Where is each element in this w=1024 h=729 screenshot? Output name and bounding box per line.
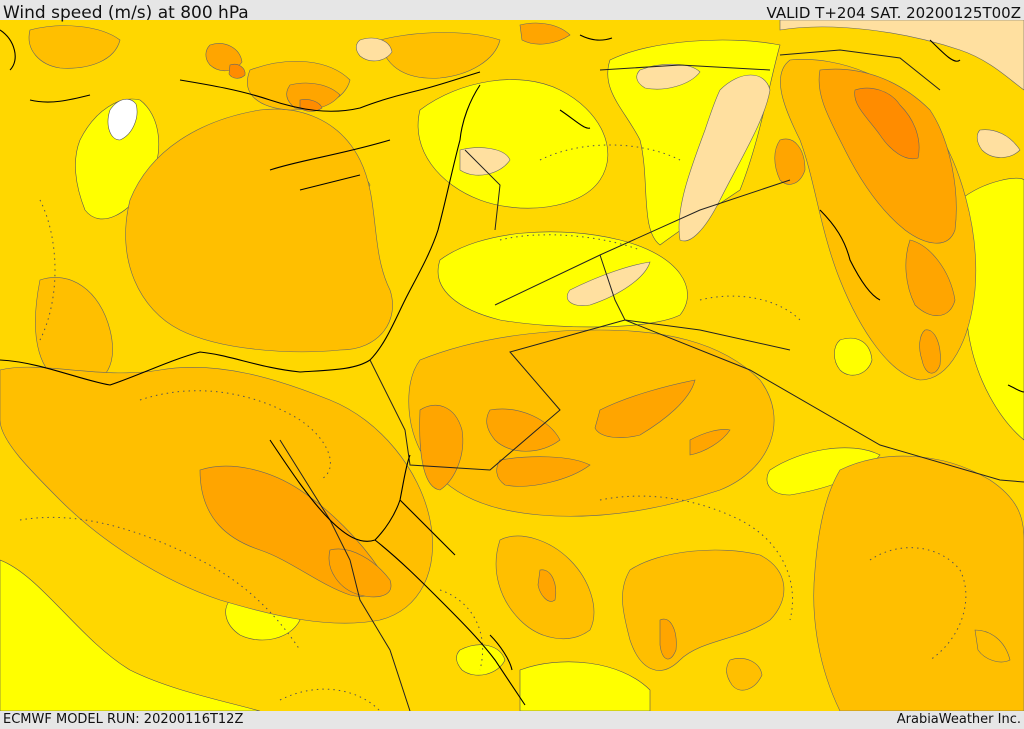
dotted-contours (19, 144, 967, 711)
model-run-label: ECMWF MODEL RUN: 20200116T12Z (3, 712, 244, 727)
valid-time: VALID T+204 SAT. 20200125T00Z (766, 4, 1021, 22)
map-canvas (0, 20, 1024, 711)
peach-contours (355, 20, 1024, 306)
title-bar: Wind speed (m/s) at 800 hPa VALID T+204 … (0, 0, 1024, 23)
country-borders (279, 49, 1024, 711)
map-title: Wind speed (m/s) at 800 hPa (3, 3, 249, 23)
orange-contours (199, 22, 957, 660)
coastlines (0, 29, 1024, 706)
footer-bar: ECMWF MODEL RUN: 20200116T12Z ArabiaWeat… (0, 711, 1024, 729)
wind-speed-map (0, 20, 1024, 711)
credit-label: ArabiaWeather Inc. (896, 712, 1021, 727)
